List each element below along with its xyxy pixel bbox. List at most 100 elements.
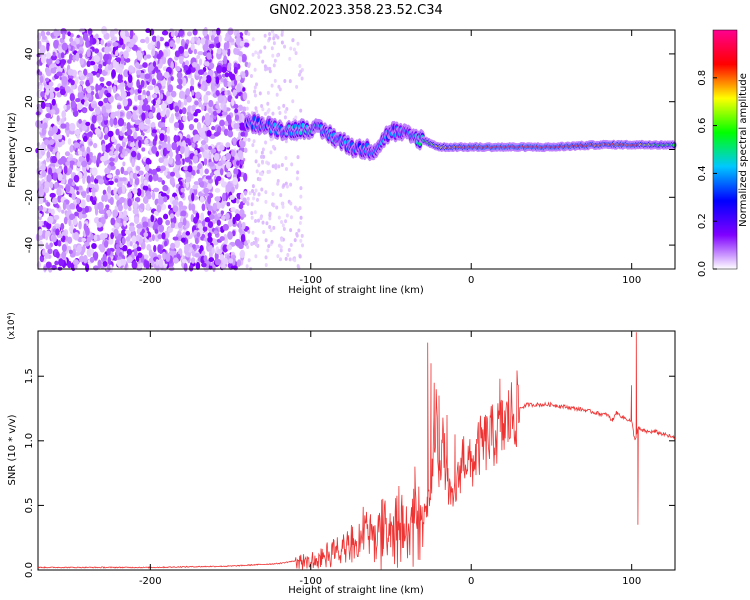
spectrogram-noise-cell (242, 91, 248, 101)
spectrogram-noise-cell (113, 80, 118, 85)
spectrogram-noise-cell (274, 33, 278, 38)
spectrogram-noise-cell (137, 152, 141, 161)
spectrogram-noise-cell (289, 46, 293, 51)
spectrogram-noise-cell (38, 228, 43, 236)
spectrogram-noise-cell (190, 43, 195, 51)
spectrogram-noise-cell (84, 241, 90, 247)
spectrogram-noise-cell (298, 206, 302, 211)
spectrogram-noise-cell (247, 137, 251, 142)
spectrogram-noise-cell (276, 181, 280, 186)
spectrogram-noise-cell (162, 184, 169, 192)
spectrogram-noise-cell (253, 89, 257, 94)
spectrogram-noise-cell (193, 134, 201, 142)
spectrogram-noise-cell (48, 81, 54, 87)
spectrogram-noise-cell (246, 245, 250, 250)
colorbar-tick-label: 0.8 (697, 70, 708, 86)
spectrogram-noise-cell (194, 252, 200, 258)
spectrogram-noise-cell (106, 248, 111, 256)
spectrogram-noise-cell (294, 115, 298, 120)
spectrogram-noise-cell (54, 87, 60, 92)
spectrogram-noise-cell (40, 91, 45, 98)
spectrogram-noise-cell (67, 167, 73, 175)
spectrogram-noise-cell (103, 193, 108, 203)
spectrogram-noise-cell (83, 223, 87, 231)
spectrogram-noise-cell (260, 150, 264, 155)
spectrogram-noise-cell (161, 232, 166, 240)
spectrogram-noise-cell (107, 59, 112, 65)
spectrogram-noise-cell (254, 159, 258, 164)
spectrogram-noise-cell (138, 84, 143, 91)
spectrogram-noise-cell (296, 41, 300, 46)
spectrogram-noise-cell (125, 32, 130, 39)
spectrogram-noise-cell (178, 78, 183, 86)
spectrogram-noise-cell (79, 57, 85, 66)
y-tick-label: 0 (24, 146, 35, 152)
spectrogram-noise-cell (196, 169, 201, 174)
spectrogram-noise-cell (240, 233, 246, 243)
spectrogram-y-ticks: -40 -20 0 20 40 (24, 48, 675, 253)
spectrogram-noise-cell (299, 186, 303, 191)
spectrogram-noise-cell (170, 222, 176, 229)
spectrogram-noise-cell (94, 48, 100, 54)
spectrogram-noise-cell (52, 197, 58, 205)
spectrogram-noise-cell (143, 125, 150, 130)
spectrogram-noise-cell (90, 187, 97, 193)
spectrogram-noise-cell (172, 236, 179, 241)
spectrogram-noise-cell (218, 35, 222, 43)
spectrogram-noise-cell (122, 244, 128, 252)
spectrogram-noise-cell (65, 185, 71, 193)
spectrogram-noise-cell (172, 257, 179, 264)
spectrogram-noise-cell (178, 108, 183, 115)
y-tick-label: -20 (24, 189, 35, 205)
spectrogram-noise-cell (191, 61, 198, 68)
spectrogram-noise-cell (48, 167, 53, 176)
spectrogram-noise-cell (161, 122, 166, 128)
spectrogram-noise-cell (288, 79, 292, 84)
spectrogram-noise-cell (60, 117, 65, 124)
spectrogram-noise-cell (39, 124, 44, 129)
spectrogram-noise-cell (175, 36, 181, 44)
spectrogram-noise-cell (88, 183, 95, 188)
spectrogram-noise-cell (214, 252, 219, 261)
spectrogram-noise-cell (69, 186, 75, 194)
spectrogram-noise-cell (100, 216, 106, 225)
snr-series (37, 332, 676, 570)
spectrogram-noise-cell (139, 38, 146, 44)
spectrogram-noise-cell (287, 248, 291, 253)
spectrogram-noise-cell (251, 230, 255, 235)
spectrogram-noise-cell (240, 131, 246, 137)
spectrogram-noise-cell (202, 43, 209, 52)
spectrogram-noise-cell (73, 142, 80, 148)
spectrogram-noise-cell (271, 192, 275, 197)
spectrogram-noise-cell (106, 186, 111, 193)
spectrogram-noise-cell (36, 261, 41, 269)
spectrogram-noise-cell (276, 53, 280, 58)
spectrogram-noise-cell (92, 155, 97, 164)
spectrogram-noise-cell (285, 213, 289, 218)
spectrogram-noise-cell (129, 142, 136, 148)
spectrogram-noise-cell (271, 202, 275, 207)
spectrogram-noise-cell (152, 98, 156, 106)
spectrogram-noise-cell (247, 31, 251, 36)
spectrogram-noise-cell (39, 195, 44, 205)
spectrogram-noise-cell (176, 84, 183, 90)
spectrogram-noise-cell (114, 222, 120, 227)
spectrogram-noise-cell (191, 203, 196, 212)
spectrogram-noise-cell (51, 235, 57, 243)
spectrogram-noise-cell (91, 114, 97, 124)
spectrogram-noise-cell (46, 31, 51, 36)
spectrogram-noise-cell (183, 262, 188, 272)
spectrogram-noise-cell (221, 215, 226, 221)
spectrogram-noise-cell (136, 223, 143, 229)
spectrogram-noise-cell (219, 144, 225, 151)
spectrogram-noise-cell (215, 169, 221, 178)
spectrogram-noise-cell (199, 180, 205, 188)
spectrogram-noise-cell (166, 142, 172, 152)
spectrogram-noise-cell (208, 43, 215, 49)
spectrogram-noise-cell (217, 212, 222, 217)
spectrogram-noise-cell (68, 213, 76, 221)
spectrogram-noise-cell (152, 61, 157, 68)
spectrogram-noise-cell (40, 55, 47, 64)
spectrogram-noise-cell (214, 178, 219, 186)
